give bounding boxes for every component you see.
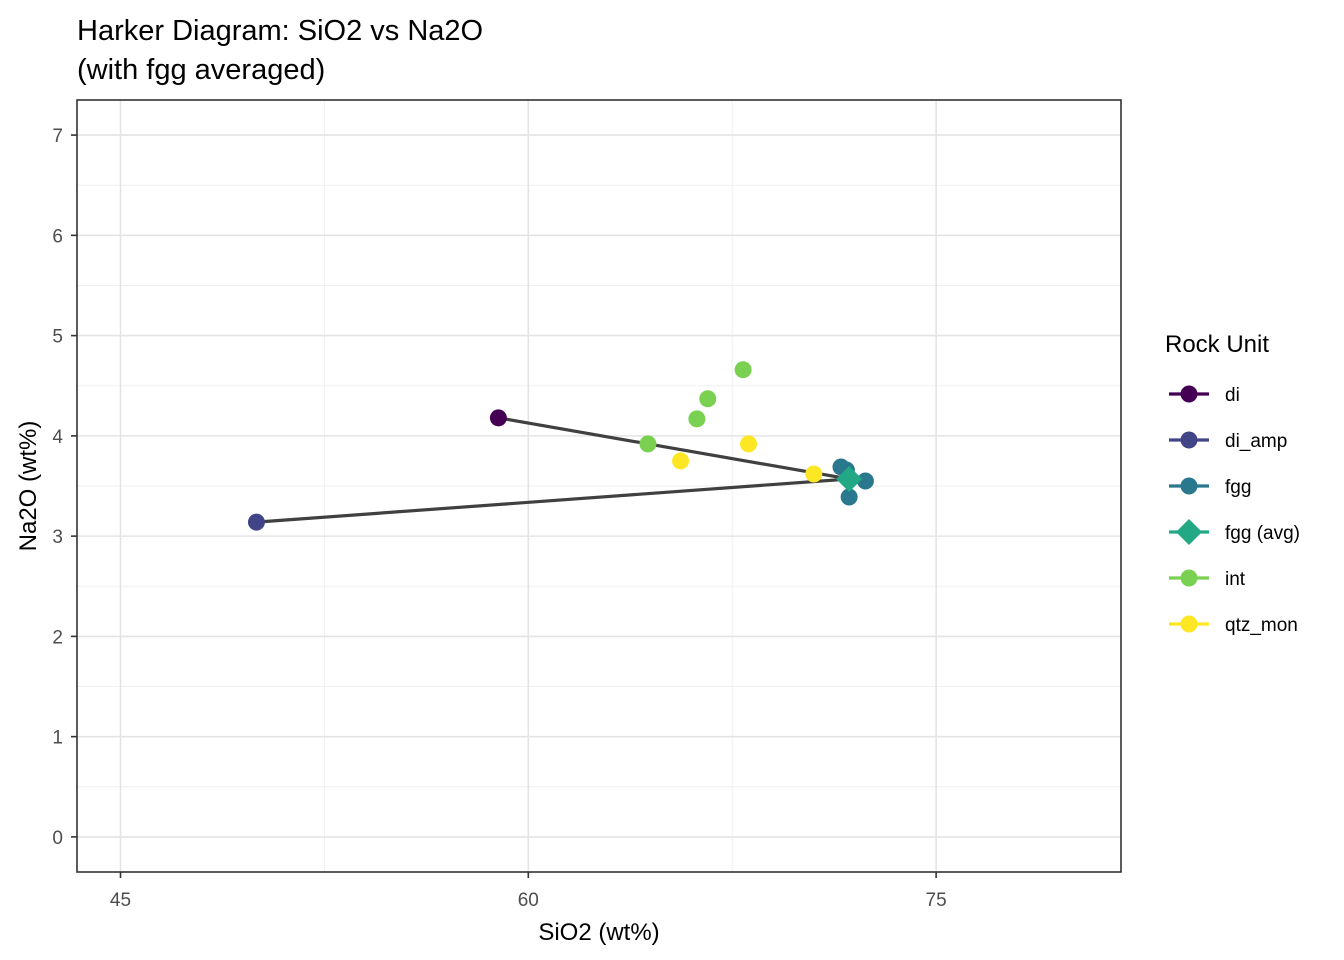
- y-tick-label: 4: [52, 427, 63, 448]
- y-axis-title: Na2O (wt%): [15, 421, 42, 552]
- legend-key-circle: [1180, 477, 1198, 495]
- plot-area: [76, 99, 1122, 873]
- y-tick-label: 6: [52, 226, 63, 247]
- y-tick-label: 1: [52, 728, 63, 749]
- legend-title: Rock Unit: [1165, 331, 1269, 358]
- x-tick-label: 75: [926, 890, 947, 911]
- y-tick-label: 2: [52, 627, 63, 648]
- legend-label: fgg (avg): [1225, 523, 1300, 544]
- data-point-int: [639, 435, 657, 453]
- legend-key-circle: [1180, 569, 1198, 587]
- data-point-fgg-avg: [836, 465, 863, 492]
- data-point-di: [489, 409, 507, 427]
- legend-key-circle: [1180, 615, 1198, 633]
- data-point-di-amp: [247, 513, 265, 531]
- y-tick-label: 3: [52, 527, 63, 548]
- legend-label: di_amp: [1225, 431, 1287, 452]
- data-point-qtz-mon: [672, 452, 690, 470]
- trend-line: [256, 477, 850, 524]
- chart-title: Harker Diagram: SiO2 vs Na2O (with fgg av…: [77, 15, 483, 86]
- x-tick-label: 60: [518, 890, 539, 911]
- data-point-int: [699, 390, 717, 408]
- data-point-qtz-mon: [740, 435, 758, 453]
- legend-key-circle: [1180, 431, 1198, 449]
- legend-key-diamond: [1176, 519, 1202, 545]
- legend-label: qtz_mon: [1225, 615, 1298, 636]
- data-point-fgg: [840, 488, 858, 506]
- data-point-int: [734, 361, 752, 379]
- y-tick-label: 0: [52, 828, 63, 849]
- x-tick-label: 45: [110, 890, 131, 911]
- data-point-int: [688, 410, 706, 428]
- legend-key-circle: [1180, 385, 1198, 403]
- y-tick-label: 5: [52, 327, 63, 348]
- data-point-qtz-mon: [805, 465, 823, 483]
- x-axis: 45 60 75 SiO2 (wt%): [110, 872, 947, 946]
- legend-label: di: [1225, 385, 1240, 406]
- chart-title-line: (with fgg averaged): [77, 54, 325, 86]
- chart-title-line: Harker Diagram: SiO2 vs Na2O: [77, 15, 483, 47]
- data-point-fgg: [856, 472, 874, 490]
- y-tick-label: 7: [52, 126, 63, 147]
- legend-label: int: [1225, 569, 1246, 590]
- trend-line: [498, 416, 850, 481]
- y-axis: 0 1 2 3 4 5 6 7 Na2O (wt%): [15, 126, 77, 849]
- plot-border: [76, 99, 1122, 873]
- x-axis-title: SiO2 (wt%): [538, 919, 659, 946]
- legend-label: fgg: [1225, 477, 1251, 498]
